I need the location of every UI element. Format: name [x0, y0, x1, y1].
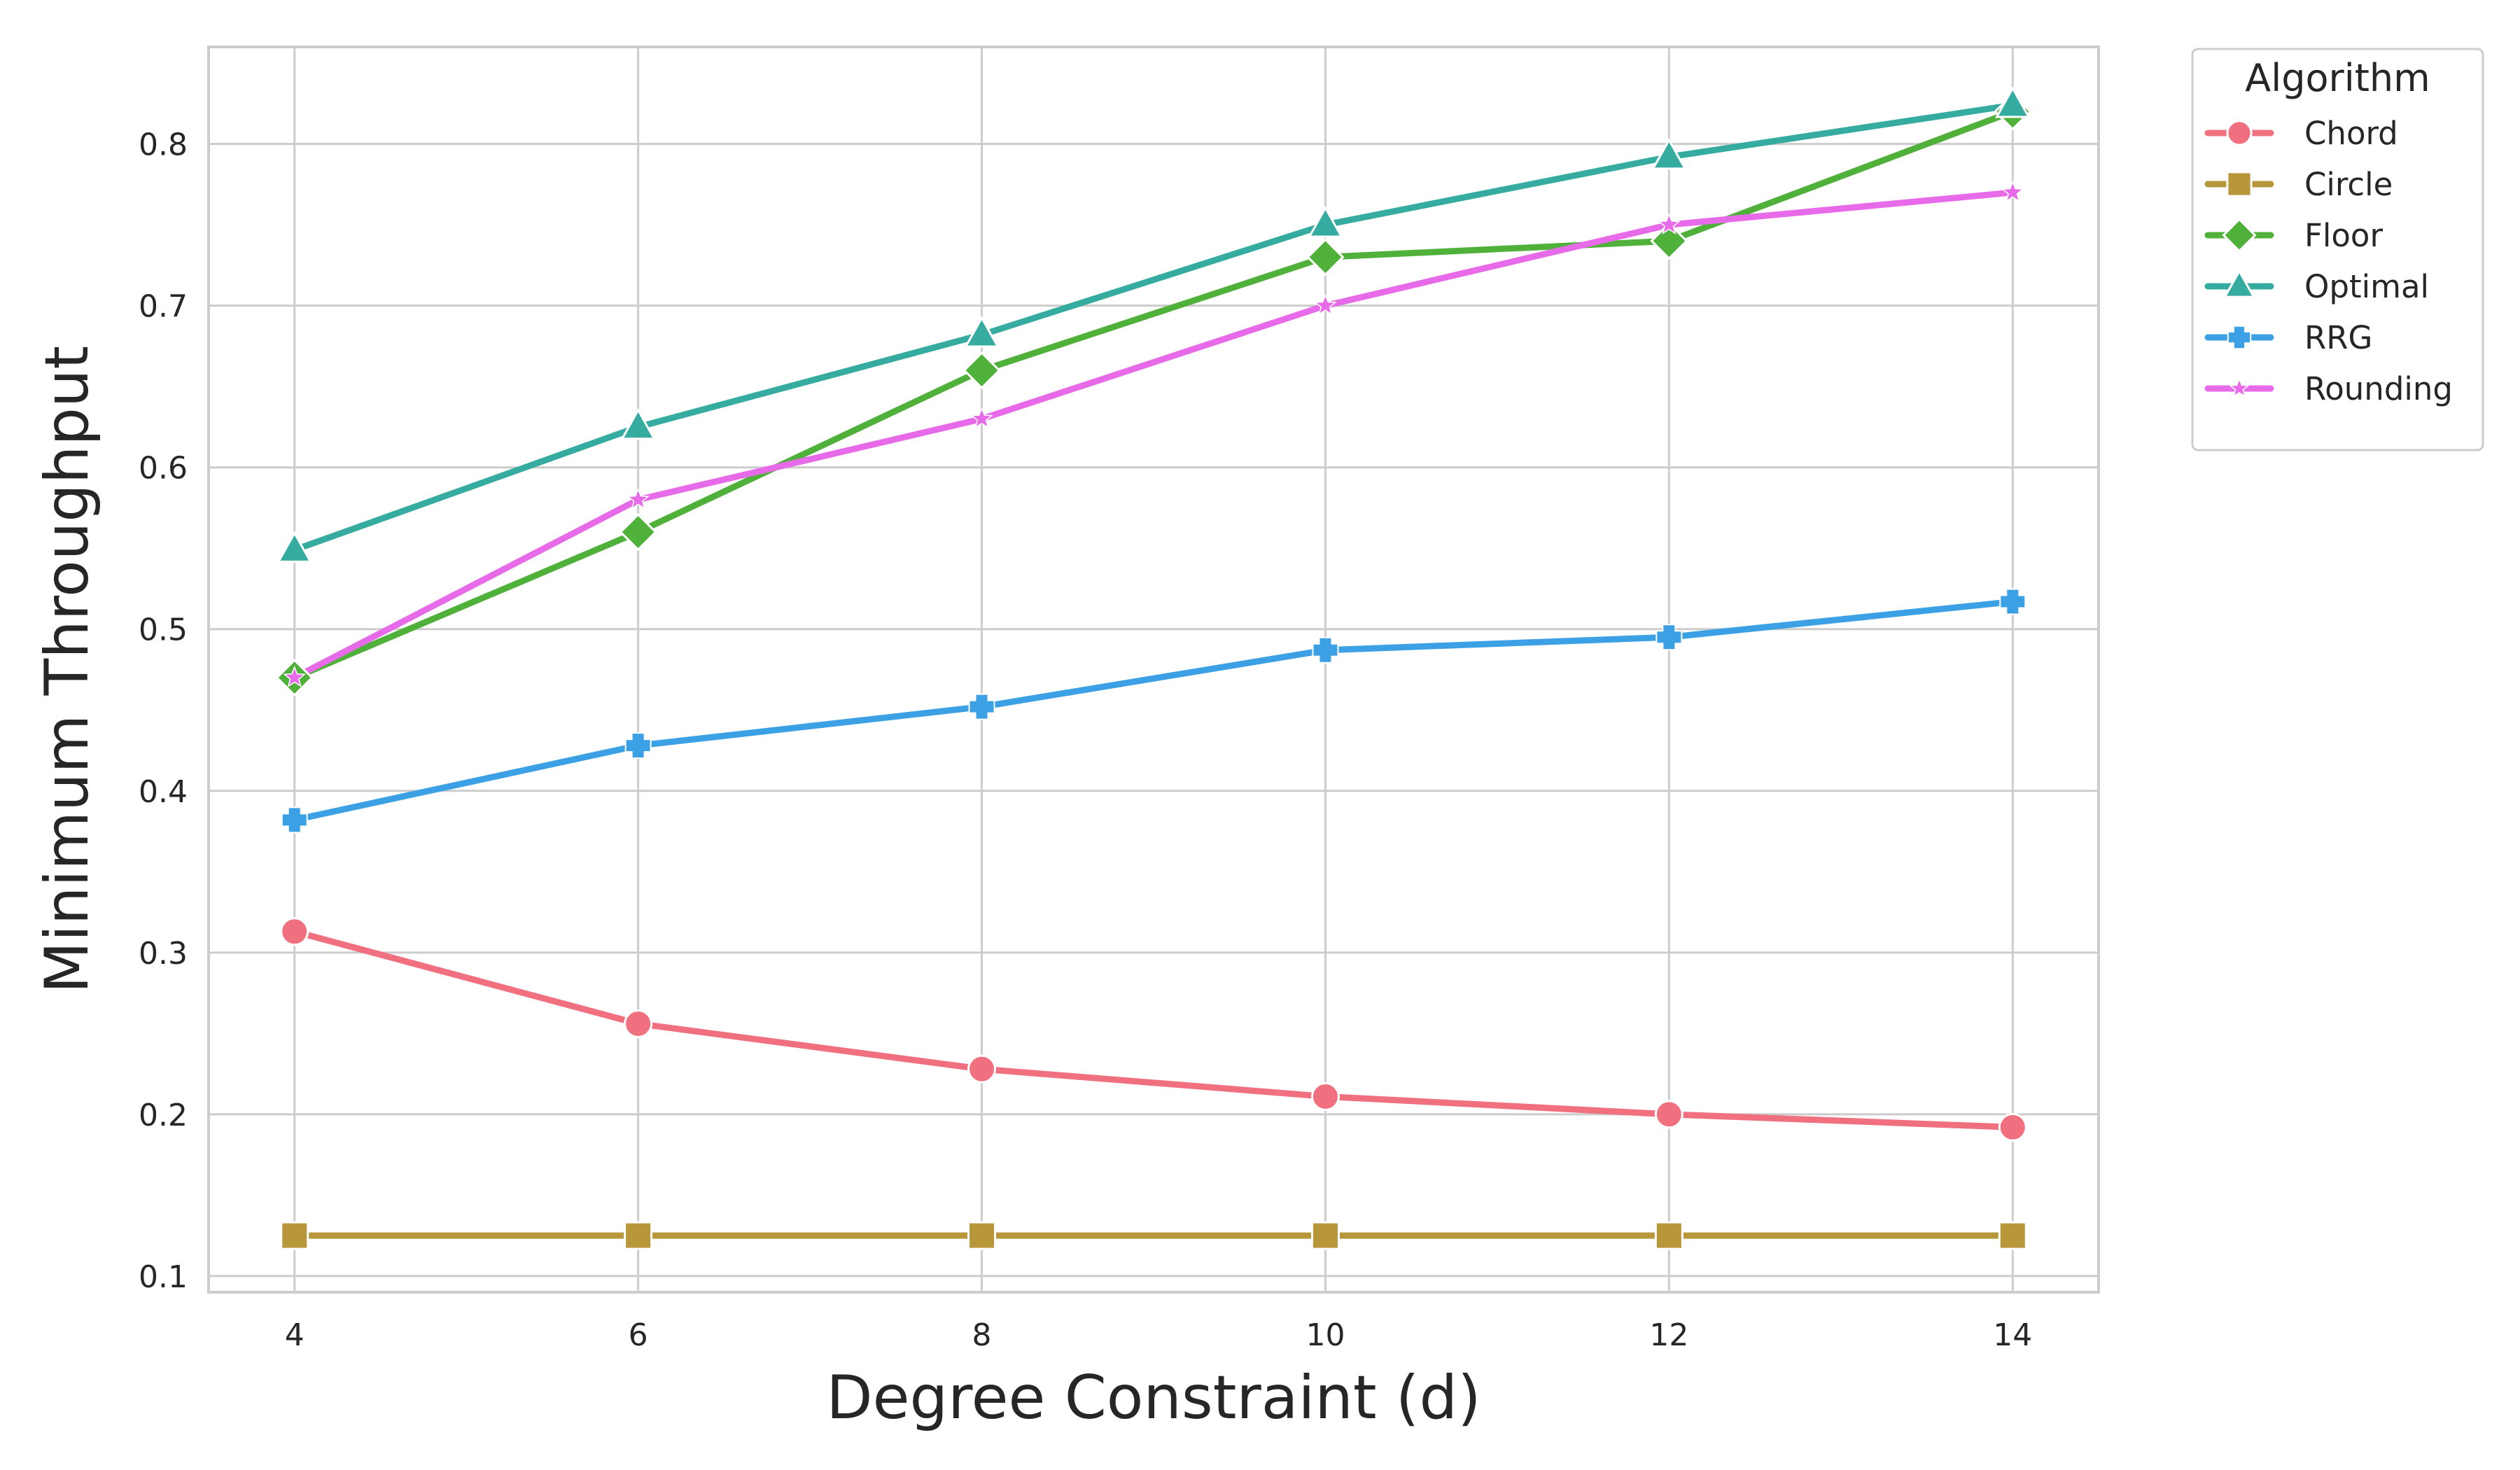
x-tick-label: 10: [1306, 1317, 1345, 1353]
data-point-circle: [967, 1221, 997, 1250]
legend-marker: [2229, 377, 2250, 398]
data-point-rounding: [626, 487, 650, 510]
data-point-rounding: [1314, 293, 1337, 316]
legend: Algorithm Chord Circle Floor Optimal RRG Roun…: [2191, 48, 2484, 451]
data-point-optimal: [1308, 206, 1343, 238]
data-point-chord: [624, 1009, 653, 1038]
legend-item-circle: Circle: [2204, 166, 2393, 203]
y-tick-label: 0.2: [139, 1098, 188, 1133]
data-point-rrg: [1999, 588, 2026, 615]
series-rrg: [291, 598, 2016, 823]
data-point-chord: [1998, 1112, 2027, 1142]
legend-marker: [2227, 325, 2252, 350]
y-tick-label: 0.3: [139, 936, 188, 972]
legend-item-optimal: Optimal: [2204, 268, 2429, 305]
data-point-rrg: [1312, 636, 1339, 664]
legend-item-chord: Chord: [2204, 115, 2398, 152]
y-tick-label: 0.7: [139, 289, 188, 325]
tick-labels: 4 6 8 10 12 14 0.1 0.2 0.3 0.4 0.5 0.6 0.7 0.8: [139, 127, 2032, 1353]
legend-label: Circle: [2304, 166, 2393, 203]
data-point-rounding: [1658, 213, 1681, 234]
series-chord: [291, 928, 2016, 1130]
data-point-floor: [619, 512, 657, 552]
x-tick-label: 8: [972, 1317, 992, 1353]
x-tick-label: 4: [285, 1317, 304, 1353]
data-point-optimal: [276, 531, 313, 563]
data-point-optimal: [620, 407, 656, 440]
x-axis-title: Degree Constraint (d): [826, 1363, 1480, 1433]
data-point-rrg: [1656, 624, 1683, 651]
y-tick-label: 0.5: [139, 612, 188, 648]
x-tick-label: 14: [1993, 1317, 2032, 1353]
y-tick-label: 0.6: [139, 451, 188, 486]
data-point-chord: [967, 1054, 997, 1084]
data-point-rrg: [968, 693, 995, 720]
data-point-optimal: [1994, 86, 2031, 118]
series-markers-rounding: [283, 180, 2024, 687]
series-markers-chord: [280, 917, 2027, 1142]
legend-item-rrg: RRG: [2204, 319, 2372, 356]
series-line-optimal: [291, 102, 2016, 554]
data-point-circle: [624, 1221, 653, 1250]
legend-label: Optimal: [2304, 268, 2429, 305]
data-point-floor: [962, 351, 1001, 390]
y-tick-label: 0.4: [139, 774, 188, 810]
grid: [209, 47, 2099, 1292]
series-rounding: [291, 189, 2016, 681]
y-axis-title: Minimum Throughput: [32, 346, 102, 993]
data-point-rrg: [624, 732, 652, 760]
x-tick-label: 12: [1649, 1317, 1688, 1353]
data-point-rrg: [281, 806, 308, 834]
legend-label: Rounding: [2304, 370, 2453, 407]
legend-box: [2191, 48, 2484, 451]
legend-title: Algorithm: [2245, 56, 2430, 100]
legend-items: Chord Circle Floor Optimal RRG Rounding: [2204, 115, 2453, 407]
data-point-chord: [1654, 1100, 1684, 1129]
plot-frame: [207, 46, 2100, 1294]
data-point-floor: [1650, 222, 1688, 260]
series-line-rrg: [291, 598, 2016, 823]
series-line-floor: [291, 108, 2016, 681]
y-tick-label: 0.8: [139, 127, 188, 163]
data-point-rounding: [2001, 180, 2024, 202]
series-floor: [291, 108, 2016, 681]
x-tick-label: 6: [629, 1317, 648, 1353]
data-point-chord: [280, 917, 309, 946]
series-optimal: [291, 102, 2016, 554]
data-point-chord: [1310, 1082, 1340, 1111]
series-markers-floor: [275, 92, 2032, 697]
legend-marker: [2222, 218, 2257, 253]
legend-item-rounding: Rounding: [2204, 370, 2453, 407]
series-layer: [275, 86, 2032, 1250]
data-point-rounding: [970, 407, 993, 429]
series-markers-optimal: [276, 86, 2031, 563]
legend-marker: [2226, 120, 2253, 146]
legend-label: Floor: [2304, 217, 2383, 254]
data-point-circle: [1654, 1221, 1684, 1250]
y-tick-label: 0.1: [139, 1259, 188, 1295]
series-line-chord: [291, 928, 2016, 1130]
series-markers-rrg: [281, 588, 2026, 834]
legend-item-floor: Floor: [2204, 217, 2383, 254]
legend-label: Chord: [2304, 115, 2398, 152]
data-point-optimal: [1651, 138, 1687, 170]
data-point-circle: [1310, 1221, 1340, 1250]
series-line-rounding: [291, 189, 2016, 681]
data-point-circle: [1998, 1221, 2027, 1250]
data-point-optimal: [964, 316, 1000, 348]
data-point-circle: [280, 1221, 309, 1250]
data-point-floor: [1306, 238, 1345, 276]
series-markers-circle: [280, 1221, 2027, 1250]
legend-label: RRG: [2304, 319, 2372, 356]
legend-marker: [2226, 171, 2253, 197]
data-point-rounding: [283, 665, 306, 687]
legend-marker: [2222, 269, 2256, 298]
